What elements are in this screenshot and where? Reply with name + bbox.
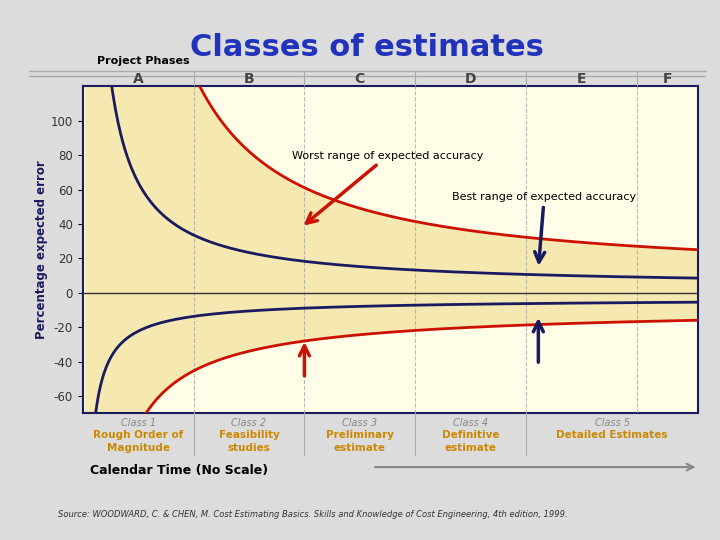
- Text: Calendar Time (No Scale): Calendar Time (No Scale): [90, 464, 268, 477]
- Text: D: D: [465, 72, 477, 86]
- Text: Class 1: Class 1: [121, 418, 156, 428]
- Text: Feasibility
studies: Feasibility studies: [219, 430, 279, 453]
- Text: F: F: [663, 72, 672, 86]
- Text: Class 5: Class 5: [595, 418, 630, 428]
- Text: Class 3: Class 3: [342, 418, 377, 428]
- Text: E: E: [577, 72, 586, 86]
- Text: Class 4: Class 4: [453, 418, 488, 428]
- Text: Detailed Estimates: Detailed Estimates: [557, 430, 668, 441]
- Text: C: C: [355, 72, 365, 86]
- Text: A: A: [132, 72, 143, 86]
- Text: Preliminary
estimate: Preliminary estimate: [326, 430, 394, 453]
- Text: Source: WOODWARD, C. & CHEN, M. Cost Estimating Basics. Skills and Knowledge of : Source: WOODWARD, C. & CHEN, M. Cost Est…: [58, 510, 567, 519]
- Text: Class 2: Class 2: [231, 418, 266, 428]
- Text: Definitive
estimate: Definitive estimate: [442, 430, 500, 453]
- Text: Classes of estimates: Classes of estimates: [190, 32, 544, 62]
- Y-axis label: Percentage expected error: Percentage expected error: [35, 160, 48, 339]
- Text: B: B: [243, 72, 254, 86]
- Text: Best range of expected accuracy: Best range of expected accuracy: [452, 192, 636, 262]
- Text: Project Phases: Project Phases: [97, 56, 190, 66]
- Text: Worst range of expected accuracy: Worst range of expected accuracy: [292, 151, 483, 223]
- Text: Rough Order of
Magnitude: Rough Order of Magnitude: [93, 430, 184, 453]
